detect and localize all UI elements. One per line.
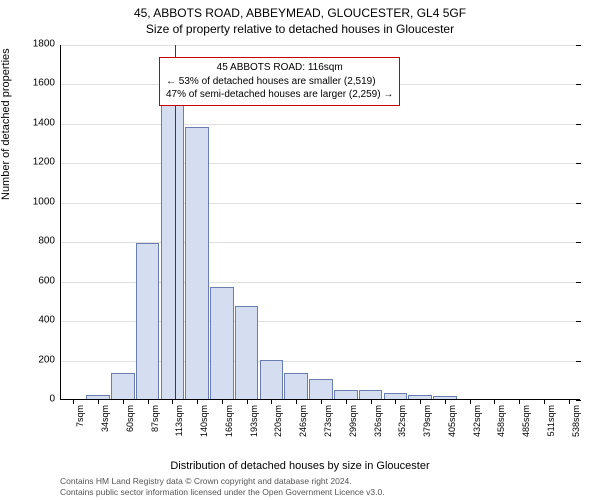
xtick-mark [98,399,99,404]
ytick-mark [576,282,581,283]
xtick-label: 326sqm [371,405,383,437]
ytick-mark [576,124,581,125]
xtick-mark [73,399,74,404]
xtick-label: 34sqm [98,405,110,432]
ytick-mark [576,242,581,243]
xtick-label: 7sqm [73,405,85,427]
ytick-label: 600 [38,275,61,286]
plot-area: 0200400600800100012001400160018007sqm34s… [60,45,580,400]
footer: Contains HM Land Registry data © Crown c… [60,476,590,498]
gridline [61,45,580,46]
xtick-mark [395,399,396,404]
xtick-mark [321,399,322,404]
ytick-label: 1600 [33,78,61,89]
gridline [61,124,580,125]
bar [235,306,259,399]
chart-title-main: 45, ABBOTS ROAD, ABBEYMEAD, GLOUCESTER, … [0,0,600,20]
bar [111,373,135,399]
xtick-mark [494,399,495,404]
ytick-label: 1200 [33,157,61,168]
xtick-mark [148,399,149,404]
xtick-mark [519,399,520,404]
chart-container: 45, ABBOTS ROAD, ABBEYMEAD, GLOUCESTER, … [0,0,600,500]
xtick-mark [544,399,545,404]
bar [136,243,160,399]
ytick-mark [576,361,581,362]
bar [309,379,333,399]
xtick-mark [569,399,570,404]
xtick-label: 405sqm [445,405,457,437]
xtick-mark [172,399,173,404]
xtick-label: 273sqm [321,405,333,437]
xtick-mark [296,399,297,404]
xtick-label: 140sqm [197,405,209,437]
bar [359,390,383,399]
xtick-label: 352sqm [395,405,407,437]
bar [185,127,209,399]
ytick-label: 1000 [33,196,61,207]
xtick-label: 379sqm [420,405,432,437]
xtick-mark [271,399,272,404]
ytick-label: 800 [38,236,61,247]
xtick-label: 193sqm [247,405,259,437]
gridline [61,163,580,164]
bar [210,287,234,399]
bar [334,390,358,399]
xtick-label: 60sqm [123,405,135,432]
xtick-label: 113sqm [172,405,184,436]
ytick-mark [576,321,581,322]
xtick-mark [420,399,421,404]
chart-title-sub: Size of property relative to detached ho… [0,20,600,36]
y-axis-label: Number of detached properties [0,48,12,200]
xtick-mark [222,399,223,404]
ytick-mark [576,400,581,401]
xtick-label: 87sqm [148,405,160,432]
xtick-mark [445,399,446,404]
xtick-label: 538sqm [569,405,581,437]
ytick-mark [576,45,581,46]
xtick-label: 299sqm [346,405,358,437]
bar [161,91,185,399]
xtick-mark [470,399,471,404]
xtick-label: 166sqm [222,405,234,437]
footer-line1: Contains HM Land Registry data © Crown c… [60,476,590,487]
annotation-line1: 45 ABBOTS ROAD: 116sqm [166,61,393,75]
xtick-mark [247,399,248,404]
xtick-mark [371,399,372,404]
x-axis-label: Distribution of detached houses by size … [0,460,600,472]
gridline [61,203,580,204]
annotation-line3: 47% of semi-detached houses are larger (… [166,88,393,102]
footer-line2: Contains public sector information licen… [60,487,590,498]
xtick-label: 458sqm [494,405,506,437]
ytick-label: 0 [49,394,61,405]
xtick-label: 220sqm [271,405,283,437]
xtick-mark [197,399,198,404]
xtick-mark [123,399,124,404]
xtick-label: 485sqm [519,405,531,437]
xtick-label: 246sqm [296,405,308,437]
xtick-label: 511sqm [544,405,556,436]
annotation-box: 45 ABBOTS ROAD: 116sqm ← 53% of detached… [159,57,400,106]
annotation-line2: ← 53% of detached houses are smaller (2,… [166,75,393,89]
ytick-label: 400 [38,315,61,326]
xtick-mark [346,399,347,404]
ytick-mark [576,203,581,204]
ytick-label: 1400 [33,117,61,128]
bar [260,360,284,399]
bar [284,373,308,399]
ytick-label: 200 [38,354,61,365]
ytick-mark [576,163,581,164]
ytick-label: 1800 [33,39,61,50]
ytick-mark [576,84,581,85]
xtick-label: 432sqm [470,405,482,437]
